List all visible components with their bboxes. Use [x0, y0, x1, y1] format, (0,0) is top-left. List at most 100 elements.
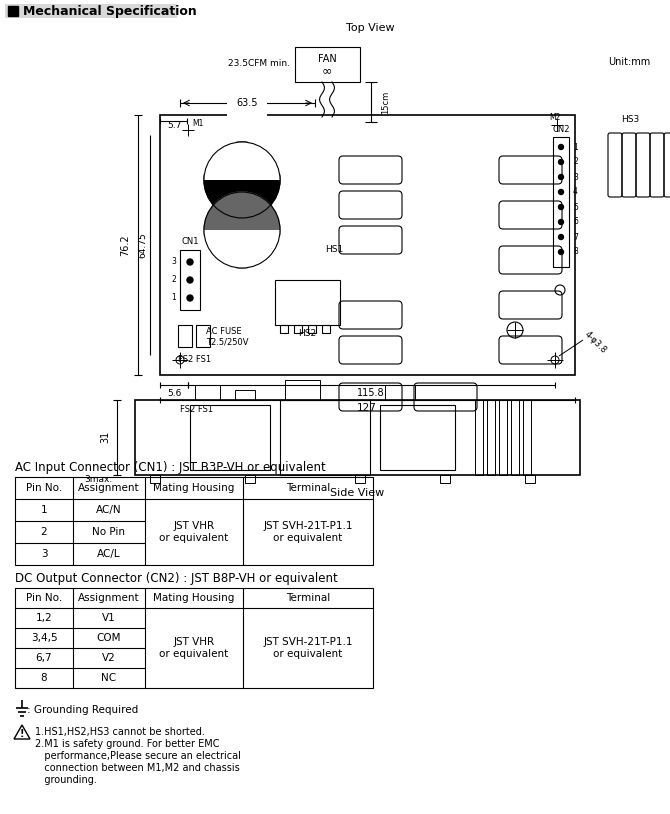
- Text: 2: 2: [41, 527, 48, 537]
- Circle shape: [559, 190, 563, 195]
- Text: HS1: HS1: [325, 246, 343, 255]
- Text: 63.5: 63.5: [237, 98, 258, 108]
- Text: DC Output Connector (CN2) : JST B8P-VH or equivalent: DC Output Connector (CN2) : JST B8P-VH o…: [15, 572, 338, 585]
- Bar: [190, 405, 270, 470]
- Bar: [135, 400, 580, 475]
- Bar: [150, 475, 160, 483]
- Text: V1: V1: [102, 613, 116, 623]
- Circle shape: [559, 204, 563, 209]
- Text: JST VHR
or equivalent: JST VHR or equivalent: [159, 521, 228, 543]
- Bar: [160, 115, 575, 375]
- Circle shape: [204, 192, 280, 268]
- Text: 76.2: 76.2: [120, 234, 130, 256]
- Text: 8: 8: [573, 247, 578, 256]
- Text: 5.7: 5.7: [167, 120, 181, 129]
- Text: AC FUSE: AC FUSE: [206, 326, 242, 335]
- Text: 1: 1: [41, 505, 48, 515]
- Text: 1: 1: [172, 294, 176, 303]
- Text: CN2: CN2: [552, 125, 570, 133]
- Circle shape: [187, 259, 193, 265]
- Text: 31: 31: [100, 431, 110, 443]
- Text: 3max.: 3max.: [84, 475, 113, 484]
- Text: 3: 3: [41, 549, 48, 559]
- Text: 64.75: 64.75: [138, 232, 147, 258]
- Circle shape: [204, 142, 280, 218]
- Circle shape: [559, 250, 563, 255]
- Text: Terminal: Terminal: [286, 593, 330, 603]
- Text: !: !: [19, 729, 24, 739]
- Polygon shape: [204, 142, 280, 180]
- Text: AC Input Connector (CN1) : JST B3P-VH or equivalent: AC Input Connector (CN1) : JST B3P-VH or…: [15, 461, 326, 474]
- Text: JST SVH-21T-P1.1
or equivalent: JST SVH-21T-P1.1 or equivalent: [263, 521, 352, 543]
- Text: 5.6: 5.6: [167, 388, 181, 397]
- Bar: [475, 400, 483, 475]
- Text: NC: NC: [101, 673, 117, 683]
- Text: connection between M1,M2 and chassis: connection between M1,M2 and chassis: [35, 763, 240, 773]
- Text: COM: COM: [96, 633, 121, 643]
- Text: 1.HS1,HS2,HS3 cannot be shorted.: 1.HS1,HS2,HS3 cannot be shorted.: [35, 727, 205, 737]
- Text: : Grounding Required: : Grounding Required: [27, 705, 138, 715]
- Bar: [355, 475, 365, 483]
- Text: 1: 1: [573, 142, 578, 151]
- Text: Pin No.: Pin No.: [26, 593, 62, 603]
- Text: 8: 8: [41, 673, 48, 683]
- Text: AC/L: AC/L: [97, 549, 121, 559]
- Text: Assignment: Assignment: [78, 483, 140, 493]
- Text: Top View: Top View: [346, 23, 395, 33]
- Text: JST SVH-21T-P1.1
or equivalent: JST SVH-21T-P1.1 or equivalent: [263, 637, 352, 659]
- Circle shape: [559, 234, 563, 239]
- Text: Mechanical Specification: Mechanical Specification: [23, 5, 197, 17]
- Text: M1: M1: [192, 119, 204, 128]
- Bar: [294, 325, 302, 333]
- Bar: [440, 475, 450, 483]
- Text: No Pin: No Pin: [92, 527, 125, 537]
- Circle shape: [187, 277, 193, 283]
- Bar: [553, 137, 569, 267]
- Circle shape: [559, 160, 563, 164]
- Text: 2.M1 is safety ground. For better EMC: 2.M1 is safety ground. For better EMC: [35, 739, 220, 749]
- Text: Terminal: Terminal: [286, 483, 330, 493]
- Bar: [196, 325, 210, 347]
- Bar: [195, 385, 220, 400]
- Text: HS2: HS2: [298, 329, 316, 338]
- Bar: [5, 4, 177, 18]
- Bar: [322, 325, 330, 333]
- Bar: [245, 475, 255, 483]
- Text: 5: 5: [573, 203, 578, 212]
- Text: Pin No.: Pin No.: [26, 483, 62, 493]
- Bar: [280, 325, 288, 333]
- Circle shape: [559, 145, 563, 150]
- Bar: [511, 400, 519, 475]
- Text: HS3: HS3: [621, 116, 639, 125]
- Bar: [235, 390, 255, 400]
- Bar: [523, 400, 531, 475]
- Text: 4: 4: [573, 187, 578, 196]
- Bar: [499, 400, 507, 475]
- Text: 6,7: 6,7: [36, 653, 52, 663]
- Bar: [15, 588, 373, 688]
- Text: 4-φ3.8: 4-φ3.8: [583, 329, 608, 355]
- Circle shape: [559, 220, 563, 225]
- Bar: [295, 47, 360, 82]
- Text: 115.8: 115.8: [357, 388, 385, 398]
- Text: T2.5/250V: T2.5/250V: [206, 338, 249, 347]
- Bar: [178, 325, 192, 347]
- Text: Side View: Side View: [330, 488, 384, 498]
- Text: grounding.: grounding.: [35, 775, 97, 785]
- Text: Mating Housing: Mating Housing: [153, 593, 234, 603]
- Text: 6: 6: [573, 217, 578, 226]
- Text: ∞: ∞: [322, 64, 332, 77]
- Text: Unit:mm: Unit:mm: [608, 57, 651, 67]
- Text: 23.5CFM min.: 23.5CFM min.: [228, 59, 290, 68]
- Text: AC/N: AC/N: [96, 505, 122, 515]
- Text: 3,4,5: 3,4,5: [31, 633, 58, 643]
- Text: 7: 7: [573, 233, 578, 242]
- Bar: [385, 385, 415, 400]
- Text: 3: 3: [573, 173, 578, 182]
- Text: Mating Housing: Mating Housing: [153, 483, 234, 493]
- Bar: [525, 475, 535, 483]
- Circle shape: [559, 174, 563, 180]
- Bar: [308, 325, 316, 333]
- Text: 15cm: 15cm: [381, 90, 390, 114]
- Text: 3: 3: [171, 257, 176, 266]
